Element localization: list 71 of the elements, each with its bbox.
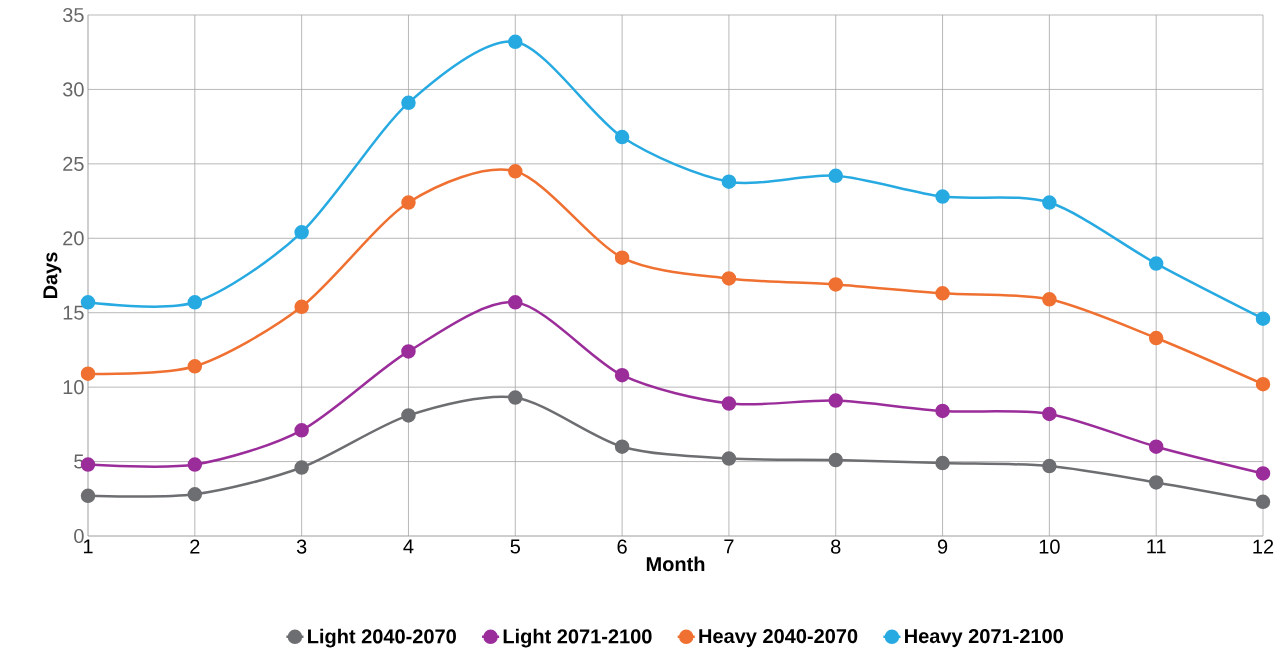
y-tick-label: 25	[63, 156, 84, 171]
x-tick-label: 4	[403, 539, 414, 554]
point	[935, 403, 950, 419]
point	[721, 271, 737, 286]
point	[508, 34, 523, 50]
x-tick-label: 6	[617, 539, 627, 554]
point	[1255, 311, 1271, 326]
point	[1148, 439, 1164, 454]
x-tick-label: 7	[724, 539, 734, 554]
point	[187, 295, 203, 310]
x-axis-title: Month	[646, 556, 705, 572]
point	[294, 460, 309, 475]
point	[1042, 195, 1057, 210]
point	[614, 129, 630, 145]
y-tick-label: 10	[63, 380, 84, 395]
point	[1148, 475, 1164, 490]
point	[401, 344, 416, 359]
point	[828, 393, 843, 408]
point	[828, 277, 843, 292]
point	[935, 455, 950, 471]
point	[1042, 406, 1057, 422]
legend-label: Heavy 2071-2100	[905, 629, 1063, 648]
legend-label: Heavy 2040-2070	[699, 629, 858, 648]
x-tick-label: 5	[510, 539, 520, 554]
point	[1042, 292, 1057, 307]
point	[294, 423, 309, 438]
point	[1255, 376, 1271, 392]
point	[935, 286, 950, 301]
point	[614, 250, 630, 265]
point	[508, 164, 523, 179]
point	[1148, 330, 1164, 346]
y-tick-label: 35	[62, 7, 84, 23]
point	[721, 396, 737, 411]
point	[721, 451, 737, 466]
x-tick-label: 9	[937, 539, 948, 554]
x-tick-label: 3	[296, 539, 307, 554]
point	[80, 488, 96, 504]
y-tick-label: 15	[63, 305, 84, 320]
x-tick-label: 8	[831, 539, 841, 554]
y-tick-label: 0	[74, 528, 84, 544]
point	[721, 174, 737, 189]
point	[828, 168, 843, 184]
x-tick-label: 1	[83, 539, 93, 554]
y-axis-title: Days	[43, 252, 62, 299]
y-tick-label: 30	[62, 82, 84, 97]
point	[80, 366, 96, 381]
point	[187, 359, 203, 374]
point	[614, 367, 630, 383]
x-tick-label: 11	[1147, 539, 1166, 554]
point	[1255, 466, 1271, 481]
x-tick-label: 2	[190, 539, 200, 554]
x-tick-label: 10	[1039, 539, 1060, 554]
point	[294, 225, 309, 240]
point	[508, 295, 523, 310]
y-tick-label: 20	[63, 231, 84, 246]
point	[508, 390, 523, 405]
legend-label: Light 2040-2070	[308, 628, 456, 648]
point	[1148, 256, 1164, 271]
point	[401, 408, 416, 423]
point	[401, 95, 416, 111]
point	[187, 487, 203, 502]
point	[187, 457, 203, 472]
point	[294, 299, 309, 315]
point	[614, 439, 630, 454]
x-tick-label: 12	[1253, 539, 1274, 554]
legend-label: Light 2071-2100	[503, 628, 652, 648]
point	[828, 452, 843, 468]
point	[1042, 458, 1057, 474]
point	[1255, 494, 1271, 510]
point	[935, 189, 950, 204]
point	[401, 195, 416, 210]
